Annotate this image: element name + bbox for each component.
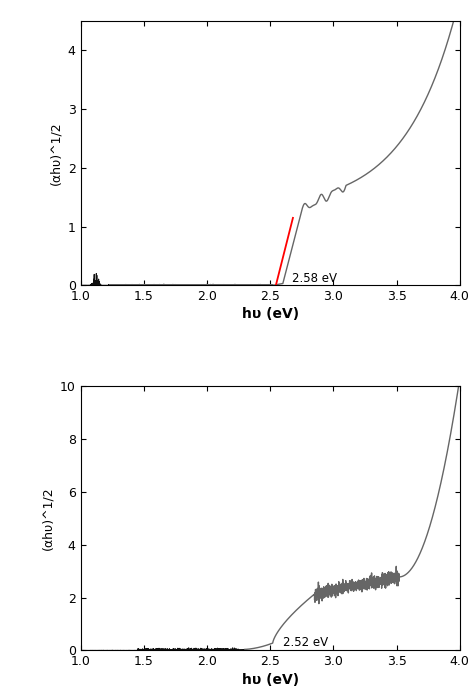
Text: 2.52 eV: 2.52 eV bbox=[283, 636, 328, 648]
Y-axis label: (αhυ)^1/2: (αhυ)^1/2 bbox=[49, 121, 62, 185]
Y-axis label: (αhυ)^1/2: (αhυ)^1/2 bbox=[41, 486, 55, 550]
X-axis label: hυ (eV): hυ (eV) bbox=[242, 307, 299, 321]
Text: 2.58 eV: 2.58 eV bbox=[292, 272, 337, 285]
X-axis label: hυ (eV): hυ (eV) bbox=[242, 673, 299, 686]
